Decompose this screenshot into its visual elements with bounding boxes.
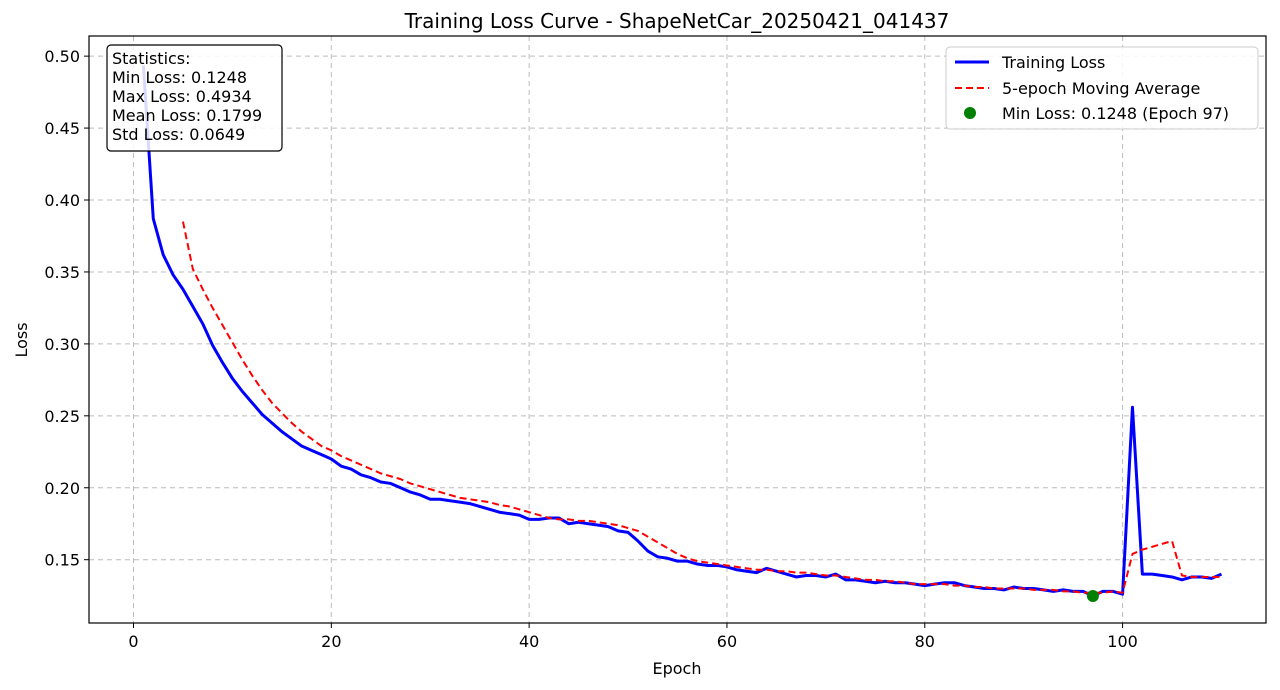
plot-frame bbox=[88, 35, 1267, 624]
series-layer bbox=[141, 65, 1223, 602]
y-tick-label: 0.15 bbox=[44, 551, 80, 570]
y-tick-label: 0.25 bbox=[44, 407, 80, 426]
y-tick-label: 0.35 bbox=[44, 263, 80, 282]
stats-box: Statistics: Min Loss: 0.1248 Max Loss: 0… bbox=[106, 44, 283, 152]
x-tick-label: 0 bbox=[128, 632, 138, 651]
y-tick-label: 0.40 bbox=[44, 191, 80, 210]
x-tick-label: 20 bbox=[321, 632, 341, 651]
y-tick-label: 0.45 bbox=[44, 119, 80, 138]
series-line-5-epoch-moving-average bbox=[181, 221, 1222, 594]
ticks-layer: 0 20 40 60 80 100 0.15 0.20 0.25 0.30 0.35 0.40 0.45… bbox=[44, 47, 1137, 651]
legend-label-min-loss: Min Loss: 0.1248 (Epoch 97) bbox=[1002, 104, 1229, 123]
series-line-training-loss bbox=[141, 65, 1223, 598]
stats-line: Min Loss: 0.1248 bbox=[112, 68, 247, 87]
chart-title: Training Loss Curve - ShapeNetCar_202504… bbox=[404, 9, 950, 33]
stats-line: Statistics: bbox=[112, 49, 191, 68]
legend-frame bbox=[945, 46, 1259, 130]
y-axis-label: Loss bbox=[12, 322, 31, 357]
stats-line: Max Loss: 0.4934 bbox=[112, 87, 252, 106]
y-tick-label: 0.30 bbox=[44, 335, 80, 354]
x-tick-label: 80 bbox=[915, 632, 935, 651]
x-tick-label: 40 bbox=[519, 632, 539, 651]
stats-line: Std Loss: 0.0649 bbox=[112, 125, 245, 144]
legend-swatch-min-loss bbox=[964, 107, 976, 119]
y-tick-label: 0.50 bbox=[44, 47, 80, 66]
legend-label-training-loss: Training Loss bbox=[1001, 53, 1105, 72]
x-tick-label: 60 bbox=[717, 632, 737, 651]
stats-box-frame bbox=[106, 44, 283, 152]
stats-line: Mean Loss: 0.1799 bbox=[112, 106, 262, 125]
x-tick-label: 100 bbox=[1107, 632, 1138, 651]
min-loss-point bbox=[1086, 589, 1099, 602]
y-tick-label: 0.20 bbox=[44, 479, 80, 498]
x-axis-label: Epoch bbox=[653, 659, 702, 678]
legend: Training Loss 5-epoch Moving Average Min… bbox=[945, 46, 1259, 130]
legend-label-moving-average: 5-epoch Moving Average bbox=[1002, 79, 1200, 98]
